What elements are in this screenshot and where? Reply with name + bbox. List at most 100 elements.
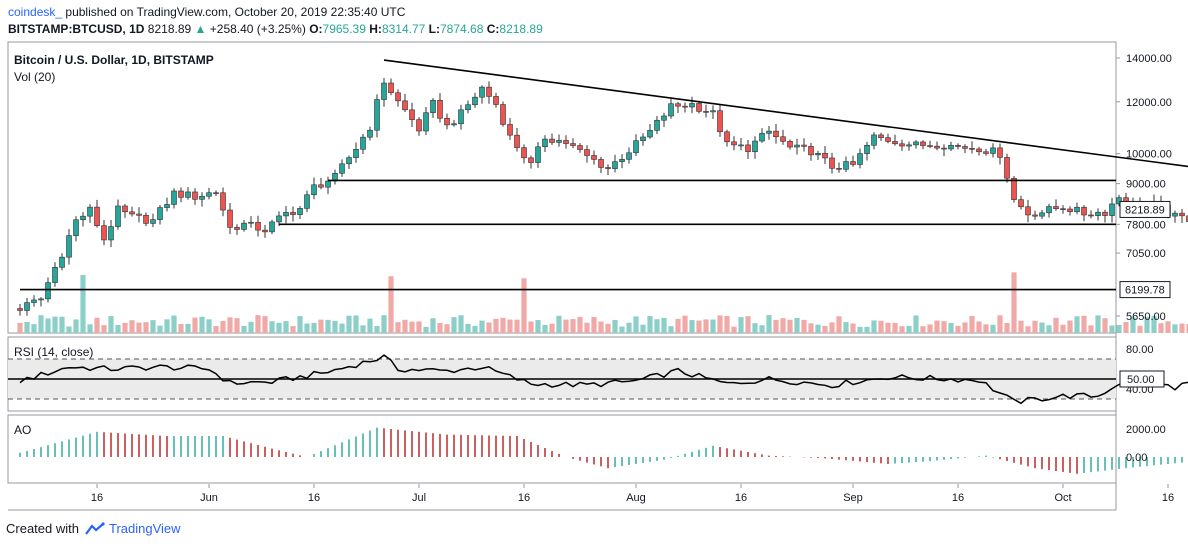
candle-body: [724, 131, 730, 143]
candle-body: [437, 100, 443, 119]
candle-body: [934, 145, 940, 149]
volume-bar: [248, 321, 254, 333]
candle-body: [388, 82, 394, 94]
candle-body: [619, 159, 625, 162]
candle-body: [1046, 206, 1052, 214]
candle-body: [346, 157, 352, 165]
ao-tick-label: 2000.00: [1126, 424, 1166, 436]
volume-bar: [920, 326, 926, 333]
candle-body: [66, 235, 72, 258]
low-value: 7874.68: [440, 22, 484, 36]
volume-bar: [220, 321, 226, 333]
x-tick-label: Sep: [843, 492, 863, 504]
candle-body: [325, 180, 331, 188]
candle-body: [171, 190, 177, 205]
volume-bar: [962, 322, 968, 333]
volume-bar: [815, 324, 821, 333]
candle-body: [787, 141, 793, 148]
candle-body: [773, 130, 779, 138]
rsi-value-text: 50.00: [1127, 374, 1155, 386]
candle-body: [199, 195, 205, 200]
volume-bar: [479, 320, 485, 333]
chart-header: coindesk_ published on TradingView.com, …: [8, 4, 543, 38]
volume-bar: [745, 316, 751, 333]
candle-body: [129, 211, 135, 215]
volume-bar: [941, 321, 947, 333]
candle-body: [458, 109, 464, 125]
ao-tick-label: 0.00: [1126, 452, 1147, 464]
candle-body: [948, 145, 954, 150]
candle-body: [759, 133, 765, 142]
volume-bar: [710, 319, 716, 333]
candle-body: [1039, 212, 1045, 217]
candle-body: [654, 119, 660, 131]
candle-body: [878, 134, 884, 138]
volume-bar: [192, 317, 198, 333]
candle-body: [430, 100, 436, 113]
volume-bar: [45, 318, 51, 333]
candle-body: [535, 146, 541, 163]
volume-bar: [395, 322, 401, 333]
volume-bar: [1102, 318, 1108, 333]
candle-body: [87, 206, 93, 217]
volume-bar: [542, 324, 548, 333]
volume-bar: [927, 324, 933, 333]
volume-bar: [94, 317, 100, 333]
candle-body: [521, 147, 527, 159]
volume-bar: [1130, 317, 1136, 333]
x-tick-label: 16: [952, 492, 964, 504]
tradingview-brand[interactable]: TradingView: [108, 521, 181, 536]
volume-bar: [668, 326, 674, 333]
candle-body: [402, 100, 408, 111]
candle-body: [752, 140, 758, 153]
candle-body: [885, 137, 891, 142]
publisher-name[interactable]: coindesk_: [8, 5, 63, 19]
candle-body: [1060, 208, 1066, 210]
volume-bar: [535, 320, 541, 333]
candle-body: [122, 205, 128, 213]
candle-body: [661, 115, 667, 121]
volume-bar: [619, 326, 625, 333]
candle-body: [59, 256, 65, 268]
volume-bar: [465, 323, 471, 333]
candle-body: [605, 167, 611, 169]
candle-body: [829, 157, 835, 169]
volume-bar: [906, 325, 912, 333]
candle-body: [304, 194, 310, 209]
volume-bar: [899, 326, 905, 333]
volume-bar: [976, 321, 982, 333]
chart-title: Bitcoin / U.S. Dollar, 1D, BITSTAMP: [14, 53, 214, 67]
candle-body: [360, 136, 366, 150]
candle-body: [913, 141, 919, 146]
volume-bar: [276, 322, 282, 333]
x-tick-label: Oct: [1054, 492, 1071, 504]
volume-bar: [269, 321, 275, 333]
candle-body: [1102, 211, 1108, 216]
ao-panel: 2000.00 0.00: [19, 424, 1183, 474]
volume-bar: [171, 315, 177, 333]
candle-body: [479, 86, 485, 98]
candle-body: [507, 124, 513, 136]
volume-bar: [647, 316, 653, 333]
y-tick-label: 10000.00: [1126, 149, 1172, 161]
volume-bar: [1046, 325, 1052, 333]
volume-bar: [360, 325, 366, 333]
volume-bar: [885, 322, 891, 333]
volume-bar: [675, 318, 681, 333]
candle-body: [1088, 214, 1094, 217]
price-label-box: [1119, 281, 1171, 299]
candle-body: [108, 226, 114, 241]
candle-body: [409, 109, 415, 120]
volume-bar: [591, 316, 597, 333]
volume-bar: [416, 321, 422, 333]
volume-bar: [605, 323, 611, 333]
candle-body: [514, 134, 520, 148]
volume-bar: [850, 323, 856, 333]
volume-bar: [577, 316, 583, 333]
volume-bar: [1060, 324, 1066, 333]
candle-body: [857, 153, 863, 165]
volume-bar: [38, 315, 44, 333]
volume-bar: [59, 316, 65, 333]
candle-body: [150, 219, 156, 224]
